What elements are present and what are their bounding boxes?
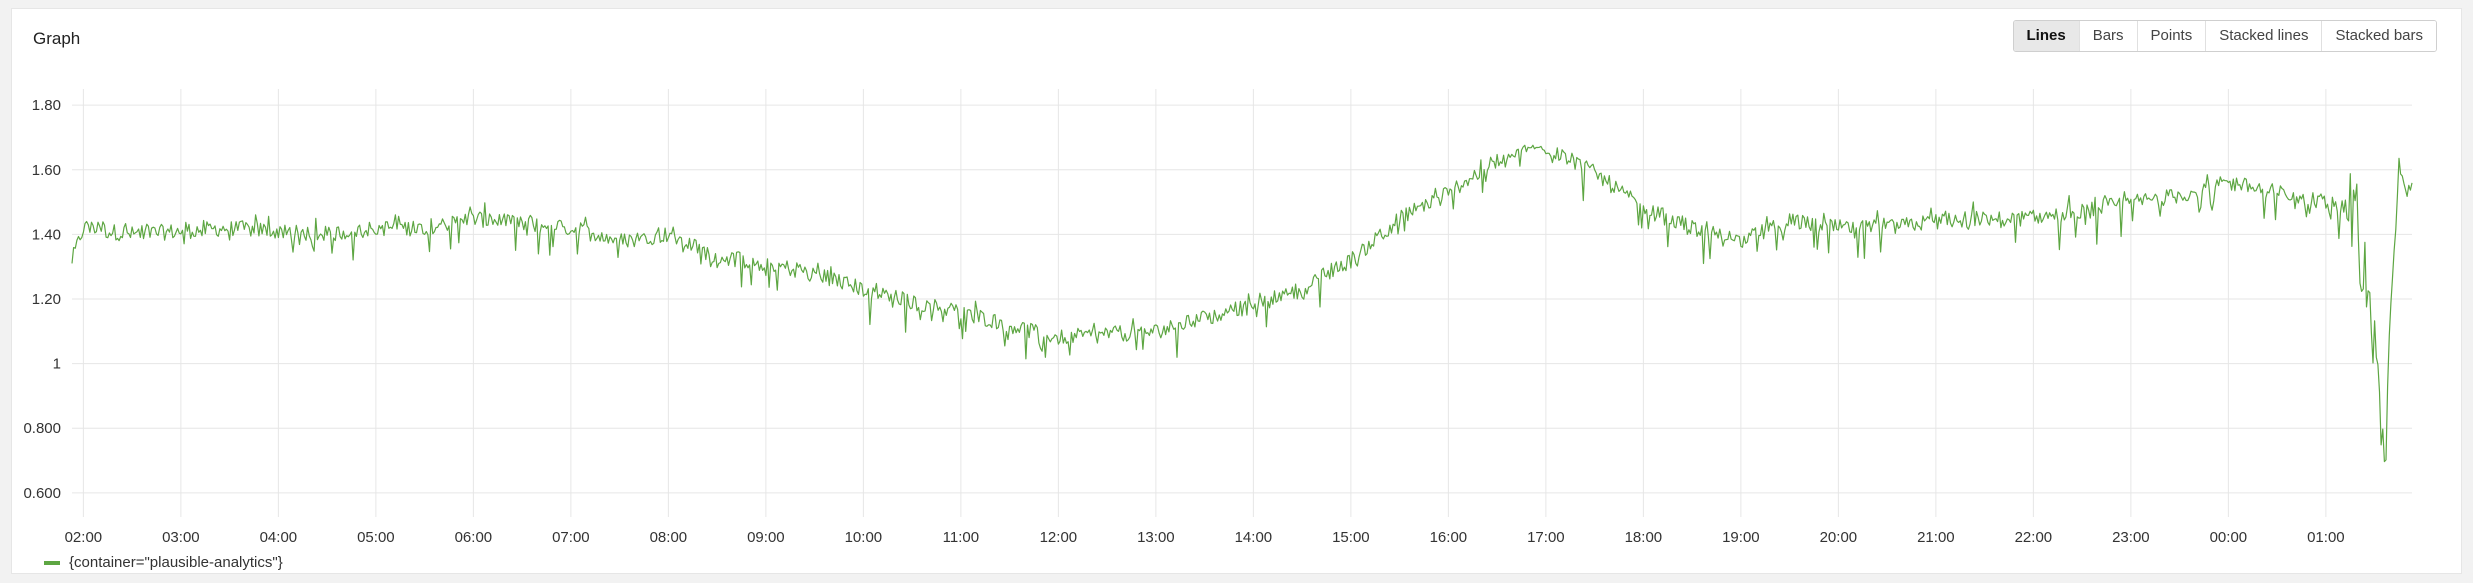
y-tick-label: 1.40 — [32, 226, 61, 243]
x-tick-label: 20:00 — [1820, 529, 1858, 546]
y-tick-label: 0.600 — [23, 485, 61, 502]
y-tick-label: 1 — [53, 356, 61, 373]
x-tick-label: 00:00 — [2210, 529, 2248, 546]
mode-stacked-lines-button[interactable]: Stacked lines — [2206, 21, 2323, 51]
x-tick-label: 04:00 — [260, 529, 298, 546]
x-tick-label: 09:00 — [747, 529, 785, 546]
panel-title: Graph — [33, 29, 81, 48]
x-tick-label: 23:00 — [2112, 529, 2150, 546]
legend-label: {container="plausible-analytics"} — [69, 554, 283, 571]
mode-lines-button[interactable]: Lines — [2013, 21, 2080, 51]
y-tick-label: 0.800 — [23, 420, 61, 437]
x-tick-label: 11:00 — [943, 529, 979, 546]
y-axis-ticks: 0.600 0.800 1 1.20 1.40 1.60 1.80 — [23, 97, 61, 502]
mode-points-button[interactable]: Points — [2137, 21, 2207, 51]
x-tick-label: 06:00 — [455, 529, 493, 546]
y-tick-label: 1.80 — [32, 97, 61, 114]
x-tick-label: 14:00 — [1235, 529, 1273, 546]
x-tick-label: 17:00 — [1527, 529, 1565, 546]
x-tick-label: 01:00 — [2307, 529, 2345, 546]
x-tick-label: 13:00 — [1137, 529, 1175, 546]
x-tick-label: 08:00 — [650, 529, 688, 546]
x-tick-label: 21:00 — [1917, 529, 1955, 546]
x-axis-ticks: 02:00 03:00 04:00 05:00 06:00 07:00 08:00 09:00… — [65, 529, 2345, 546]
x-tick-label: 07:00 — [552, 529, 590, 546]
line-chart: 0.600 0.800 1 1.20 1.40 1.60 1.80 02:00 03:00 04… — [23, 89, 2413, 546]
legend-swatch — [44, 560, 60, 565]
x-tick-label: 05:00 — [357, 529, 395, 546]
x-tick-label: 15:00 — [1332, 529, 1370, 546]
y-tick-label: 1.60 — [32, 162, 61, 179]
mode-bars-button[interactable]: Bars — [2079, 21, 2138, 51]
x-tick-label: 16:00 — [1430, 529, 1468, 546]
y-tick-label: 1.20 — [32, 291, 61, 308]
x-tick-label: 18:00 — [1625, 529, 1663, 546]
graph-mode-toggle: Lines Bars Points Stacked lines Stacked … — [2012, 20, 2437, 52]
mode-stacked-bars-button[interactable]: Stacked bars — [2322, 21, 2436, 51]
x-tick-label: 22:00 — [2015, 529, 2053, 546]
x-tick-label: 03:00 — [162, 529, 200, 546]
x-tick-label: 12:00 — [1040, 529, 1078, 546]
x-tick-label: 02:00 — [65, 529, 103, 546]
chart-legend[interactable]: {container="plausible-analytics"} — [44, 554, 283, 571]
chart-grid — [72, 89, 2412, 517]
x-tick-label: 19:00 — [1722, 529, 1760, 546]
x-tick-label: 10:00 — [845, 529, 883, 546]
graph-panel: Graph Lines Bars Points Stacked lines St… — [11, 8, 2462, 574]
series-layer — [71, 144, 2413, 463]
series-line — [71, 144, 2413, 463]
